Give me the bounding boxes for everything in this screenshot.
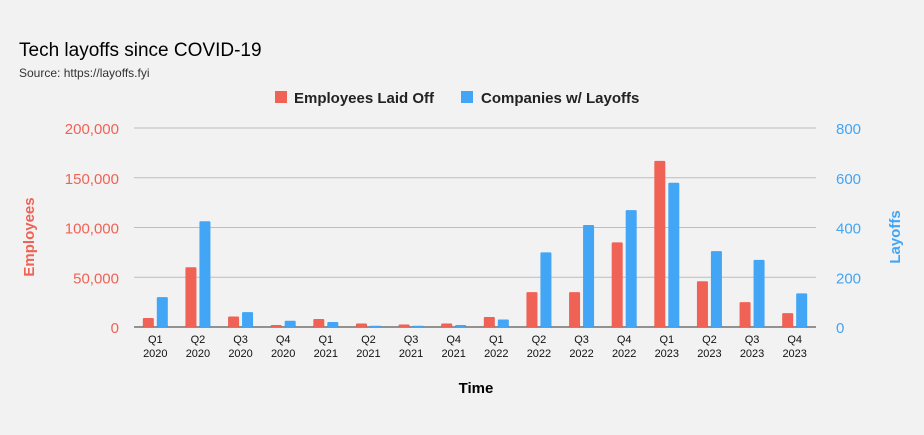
bar-companies-with-layoffs <box>327 322 339 327</box>
x-tick-label-quarter: Q4 <box>787 334 802 346</box>
bar-companies-with-layoffs <box>668 182 680 327</box>
y-right-tick-label: 400 <box>836 221 861 238</box>
x-tick-label-quarter: Q2 <box>191 334 206 346</box>
y-right-tick-label: 800 <box>836 121 861 138</box>
x-tick-label-year: 2020 <box>271 348 295 360</box>
legend: Employees Laid Off Companies w/ Layoffs <box>275 90 639 107</box>
chart-subtitle: Source: https://layoffs.fyi <box>19 66 150 80</box>
bar-employees-laid-off <box>483 317 495 327</box>
bar-companies-with-layoffs <box>242 312 254 327</box>
bar-employees-laid-off <box>696 281 708 327</box>
x-tick-label-year: 2023 <box>697 348 721 360</box>
x-tick-label-quarter: Q4 <box>276 334 291 346</box>
bar-companies-with-layoffs <box>753 259 765 327</box>
bar-employees-laid-off <box>355 323 367 327</box>
right-axis: 0 200 400 600 800 <box>836 121 861 337</box>
bar-employees-laid-off <box>313 319 325 327</box>
legend-swatch-companies <box>461 91 473 103</box>
bar-employees-laid-off <box>185 267 197 327</box>
x-axis-title: Time <box>459 380 494 397</box>
bar-companies-with-layoffs <box>199 221 211 327</box>
x-tick-label-year: 2022 <box>569 348 593 360</box>
x-tick-label-quarter: Q3 <box>233 334 248 346</box>
bar-companies-with-layoffs <box>583 225 595 327</box>
x-axis: Q1 2020 Q2 2020 Q3 2020 Q4 2020 Q1 2021 Q2 2021 Q3 20… <box>143 334 807 360</box>
x-tick-label-quarter: Q4 <box>617 334 632 346</box>
bar-companies-with-layoffs <box>710 251 722 327</box>
left-axis: 0 50,000 100,000 150,000 200,000 <box>65 121 119 337</box>
bar-companies-with-layoffs <box>455 325 467 327</box>
bar-employees-laid-off <box>569 292 581 327</box>
bar-companies-with-layoffs <box>369 325 381 327</box>
x-tick-label-year: 2022 <box>612 348 636 360</box>
x-tick-label-year: 2023 <box>740 348 764 360</box>
y-right-tick-label: 200 <box>836 270 861 287</box>
y-right-tick-label: 0 <box>836 320 844 337</box>
x-tick-label-year: 2022 <box>484 348 508 360</box>
y-left-tick-label: 150,000 <box>65 171 119 188</box>
bar-employees-laid-off <box>782 313 794 327</box>
bar-employees-laid-off <box>611 242 623 327</box>
x-tick-label-quarter: Q4 <box>446 334 461 346</box>
x-tick-label-quarter: Q1 <box>489 334 504 346</box>
bar-companies-with-layoffs <box>625 210 637 327</box>
x-tick-label-quarter: Q3 <box>745 334 760 346</box>
x-tick-label-quarter: Q3 <box>404 334 419 346</box>
legend-swatch-employees <box>275 91 287 103</box>
x-tick-label-year: 2021 <box>356 348 380 360</box>
y-left-tick-label: 50,000 <box>73 270 119 287</box>
bar-employees-laid-off <box>654 160 666 327</box>
x-tick-label-quarter: Q2 <box>702 334 717 346</box>
legend-label-companies: Companies w/ Layoffs <box>481 90 639 107</box>
y-left-tick-label: 200,000 <box>65 121 119 138</box>
bar-employees-laid-off <box>142 318 154 327</box>
bar-employees-laid-off <box>739 302 751 327</box>
bar-employees-laid-off <box>228 316 240 327</box>
bar-companies-with-layoffs <box>156 297 168 327</box>
x-tick-label-year: 2023 <box>655 348 679 360</box>
bar-employees-laid-off <box>526 292 538 327</box>
x-tick-label-year: 2021 <box>314 348 338 360</box>
bar-companies-with-layoffs <box>796 293 808 327</box>
x-tick-label-quarter: Q1 <box>148 334 163 346</box>
x-tick-label-year: 2021 <box>399 348 423 360</box>
y-right-tick-label: 600 <box>836 171 861 188</box>
x-tick-label-quarter: Q2 <box>532 334 547 346</box>
x-tick-label-year: 2020 <box>143 348 167 360</box>
x-tick-label-quarter: Q1 <box>318 334 333 346</box>
bar-employees-laid-off <box>398 324 410 327</box>
legend-label-employees: Employees Laid Off <box>294 90 435 107</box>
y-left-tick-label: 0 <box>111 320 119 337</box>
x-tick-label-year: 2021 <box>441 348 465 360</box>
x-tick-label-year: 2022 <box>527 348 551 360</box>
bars <box>142 160 808 327</box>
x-tick-label-year: 2020 <box>228 348 252 360</box>
x-tick-label-year: 2023 <box>782 348 806 360</box>
bar-employees-laid-off <box>270 325 282 327</box>
y-axis-left-title: Employees <box>21 197 38 276</box>
y-axis-right-title: Layoffs <box>887 210 904 263</box>
bar-employees-laid-off <box>441 323 453 327</box>
bar-companies-with-layoffs <box>540 252 552 327</box>
y-left-tick-label: 100,000 <box>65 221 119 238</box>
x-tick-label-quarter: Q2 <box>361 334 376 346</box>
x-tick-label-quarter: Q3 <box>574 334 589 346</box>
x-tick-label-quarter: Q1 <box>659 334 674 346</box>
bar-companies-with-layoffs <box>412 325 424 327</box>
chart-title: Tech layoffs since COVID-19 <box>19 40 262 61</box>
x-tick-label-year: 2020 <box>186 348 210 360</box>
bar-companies-with-layoffs <box>497 319 509 327</box>
bar-companies-with-layoffs <box>284 320 296 327</box>
